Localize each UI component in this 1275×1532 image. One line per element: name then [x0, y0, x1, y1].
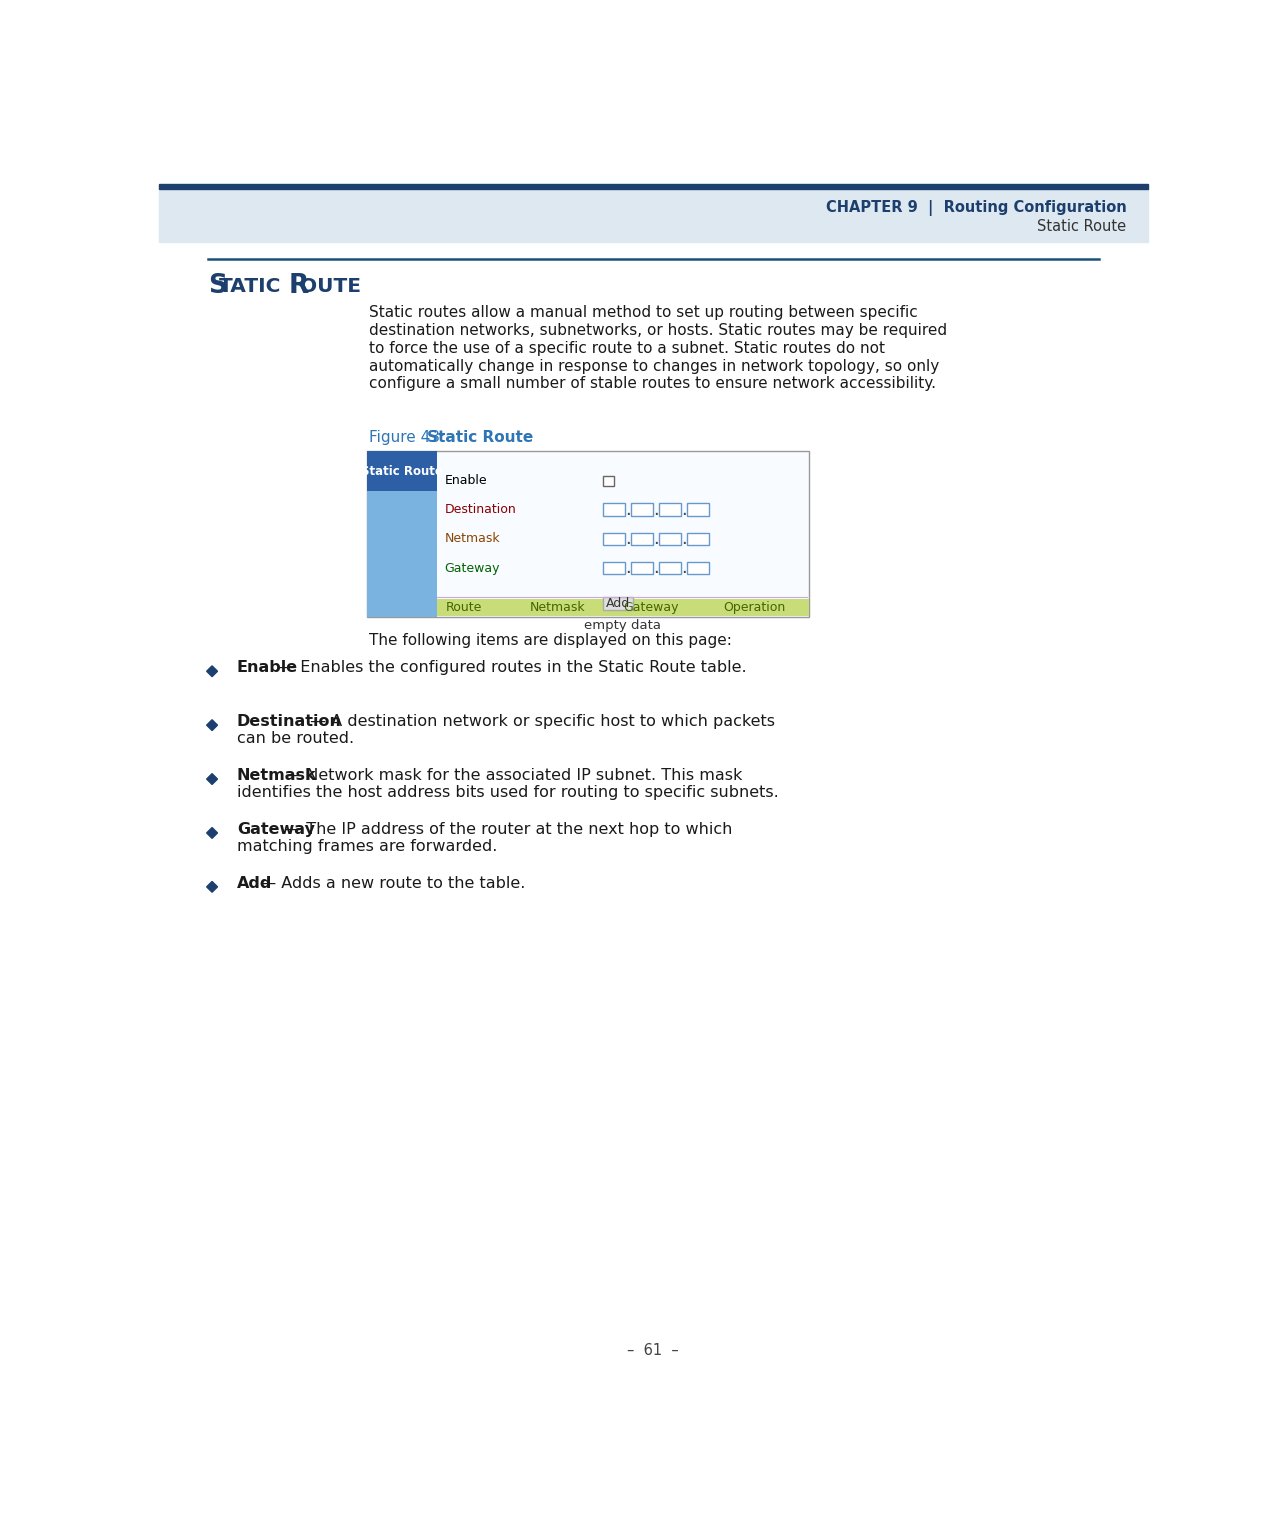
Bar: [687, 562, 709, 574]
Polygon shape: [207, 881, 218, 892]
Text: .: .: [653, 559, 659, 578]
Bar: [659, 533, 681, 545]
Polygon shape: [207, 827, 218, 838]
Bar: [367, 450, 808, 617]
Bar: [659, 562, 681, 574]
Bar: [159, 190, 1148, 242]
Text: CHAPTER 9  |  Routing Configuration: CHAPTER 9 | Routing Configuration: [826, 201, 1127, 216]
Text: Destination: Destination: [237, 714, 342, 729]
Text: Enable: Enable: [445, 473, 487, 487]
Text: OUTE: OUTE: [300, 277, 361, 296]
Text: R: R: [289, 273, 309, 299]
Text: .: .: [625, 501, 631, 518]
Text: Netmask: Netmask: [445, 532, 500, 545]
Bar: [437, 599, 808, 616]
Bar: [659, 504, 681, 516]
Bar: [159, 184, 1148, 190]
Text: Add: Add: [237, 875, 273, 890]
Text: — A destination network or specific host to which packets: — A destination network or specific host…: [305, 714, 775, 729]
Text: TATIC: TATIC: [219, 277, 282, 296]
Text: Gateway: Gateway: [445, 562, 500, 574]
Text: Static routes allow a manual method to set up routing between specific: Static routes allow a manual method to s…: [368, 305, 918, 320]
Text: automatically change in response to changes in network topology, so only: automatically change in response to chan…: [368, 358, 938, 374]
Text: Static Route: Static Route: [427, 430, 533, 446]
Text: matching frames are forwarded.: matching frames are forwarded.: [237, 838, 497, 853]
Text: Gateway: Gateway: [622, 601, 678, 614]
Text: Enable: Enable: [237, 660, 298, 676]
Text: .: .: [653, 530, 659, 548]
Text: .: .: [681, 559, 687, 578]
Text: Route: Route: [446, 601, 482, 614]
Bar: [603, 475, 613, 486]
Text: — Adds a new route to the table.: — Adds a new route to the table.: [255, 875, 525, 890]
Text: Static Route: Static Route: [1038, 219, 1127, 234]
Text: .: .: [625, 530, 631, 548]
Polygon shape: [207, 720, 218, 731]
Text: Operation: Operation: [724, 601, 785, 614]
Text: Gateway: Gateway: [237, 821, 315, 836]
Text: Destination: Destination: [445, 502, 516, 516]
Text: can be routed.: can be routed.: [237, 731, 354, 746]
Text: Static Route: Static Route: [361, 464, 442, 478]
Bar: [631, 533, 653, 545]
Bar: [603, 533, 625, 545]
Text: Figure 43:: Figure 43:: [368, 430, 454, 446]
Bar: [687, 504, 709, 516]
Text: S: S: [208, 273, 227, 299]
Text: — Enables the configured routes in the Static Route table.: — Enables the configured routes in the S…: [274, 660, 747, 676]
Bar: [603, 504, 625, 516]
Text: identifies the host address bits used for routing to specific subnets.: identifies the host address bits used fo…: [237, 784, 779, 800]
Text: .: .: [681, 501, 687, 518]
Text: to force the use of a specific route to a subnet. Static routes do not: to force the use of a specific route to …: [368, 342, 885, 355]
Bar: [631, 562, 653, 574]
Text: — Network mask for the associated IP subnet. This mask: — Network mask for the associated IP sub…: [280, 768, 742, 783]
Text: .: .: [653, 501, 659, 518]
Bar: [367, 450, 437, 492]
Text: .: .: [625, 559, 631, 578]
Bar: [367, 492, 437, 617]
Bar: [603, 562, 625, 574]
Text: Netmask: Netmask: [237, 768, 316, 783]
Bar: [603, 597, 632, 610]
Text: destination networks, subnetworks, or hosts. Static routes may be required: destination networks, subnetworks, or ho…: [368, 323, 947, 339]
Text: configure a small number of stable routes to ensure network accessibility.: configure a small number of stable route…: [368, 377, 936, 391]
Text: .: .: [681, 530, 687, 548]
Bar: [631, 504, 653, 516]
Polygon shape: [207, 774, 218, 784]
Polygon shape: [207, 666, 218, 677]
Text: — The IP address of the router at the next hop to which: — The IP address of the router at the ne…: [280, 821, 733, 836]
Bar: [687, 533, 709, 545]
Text: The following items are displayed on this page:: The following items are displayed on thi…: [368, 633, 732, 648]
Text: Add: Add: [606, 597, 630, 610]
Text: Netmask: Netmask: [530, 601, 585, 614]
Text: –  61  –: – 61 –: [627, 1344, 678, 1357]
Text: empty data: empty data: [584, 619, 662, 631]
